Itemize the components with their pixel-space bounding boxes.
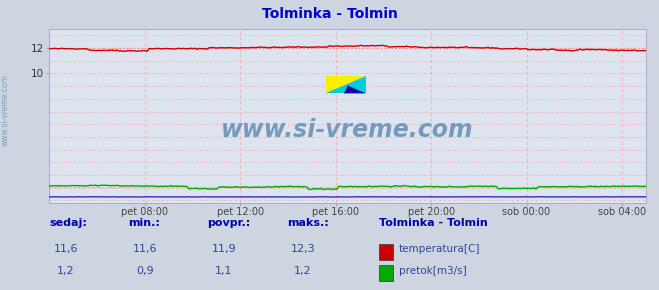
Text: 1,2: 1,2	[295, 266, 312, 276]
Text: 11,6: 11,6	[53, 244, 78, 254]
Text: 11,6: 11,6	[132, 244, 158, 254]
Text: 1,1: 1,1	[215, 266, 233, 276]
Text: 0,9: 0,9	[136, 266, 154, 276]
Text: povpr.:: povpr.:	[208, 218, 251, 228]
Text: www.si-vreme.com: www.si-vreme.com	[221, 118, 474, 142]
Text: temperatura[C]: temperatura[C]	[399, 244, 480, 254]
Text: sedaj:: sedaj:	[49, 218, 87, 228]
Text: 12,3: 12,3	[291, 244, 316, 254]
Text: pretok[m3/s]: pretok[m3/s]	[399, 266, 467, 276]
Text: maks.:: maks.:	[287, 218, 328, 228]
Text: 1,2: 1,2	[57, 266, 74, 276]
Text: 11,9: 11,9	[212, 244, 237, 254]
Text: Tolminka - Tolmin: Tolminka - Tolmin	[379, 218, 488, 228]
Text: www.si-vreme.com: www.si-vreme.com	[1, 74, 10, 146]
Text: Tolminka - Tolmin: Tolminka - Tolmin	[262, 7, 397, 21]
Text: min.:: min.:	[129, 218, 160, 228]
